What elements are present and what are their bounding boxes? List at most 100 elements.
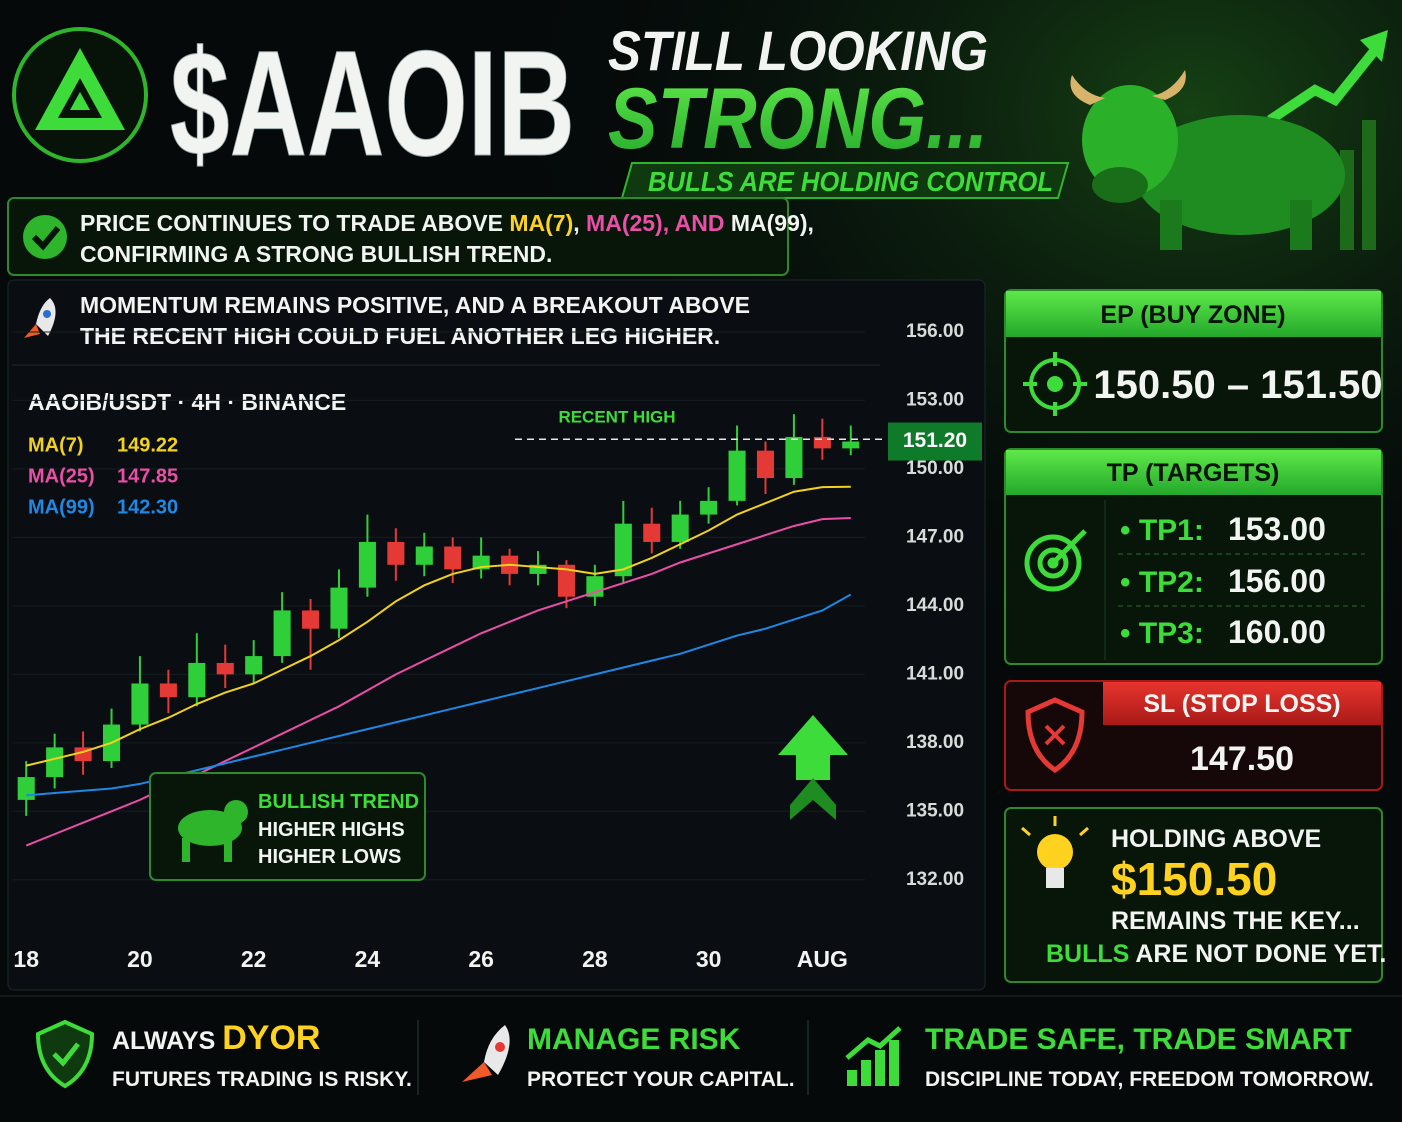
price-tag-label: 151.20 — [903, 429, 967, 452]
candle-body — [785, 436, 803, 479]
candle-body — [245, 656, 263, 675]
candle-body — [330, 587, 348, 629]
chart-panel — [7, 279, 986, 991]
y-tick-label: 132.00 — [906, 869, 964, 890]
footer-title: MANAGE RISK — [527, 1023, 741, 1056]
momentum-line: THE RECENT HIGH COULD FUEL ANOTHER LEG H… — [80, 323, 720, 349]
x-tick-label: 20 — [127, 946, 153, 972]
candle-body — [159, 683, 177, 698]
footer-text: PROTECT YOUR CAPITAL. — [527, 1068, 795, 1091]
trend-note-line: PRICE CONTINUES TO TRADE ABOVE MA(7), MA… — [80, 210, 814, 236]
legend-value: 142.30 — [117, 496, 178, 518]
candle-body — [557, 564, 575, 597]
text: MA(7) — [509, 210, 573, 236]
shield-icon — [1025, 697, 1085, 774]
text: ALWAYS — [112, 1027, 222, 1055]
legend-name: MA(7) — [28, 434, 84, 456]
up-arrows — [778, 715, 848, 820]
target-label: • TP1: — [1120, 514, 1204, 547]
footer-title: ALWAYS DYOR — [112, 1019, 320, 1057]
key-level: $150.50 — [1111, 853, 1277, 905]
legend-value: 147.85 — [117, 465, 178, 487]
y-tick-label: 156.00 — [906, 321, 964, 342]
annotation-box — [149, 772, 426, 881]
text: PRICE CONTINUES TO TRADE ABOVE — [80, 210, 509, 236]
candle-body — [188, 662, 206, 698]
headline-2: STRONG... — [608, 71, 988, 167]
footer-text: DISCIPLINE TODAY, FREEDOM TOMORROW. — [925, 1068, 1374, 1091]
target-label: • TP3: — [1120, 617, 1204, 650]
entry-value: 150.50 – 151.50 — [1093, 363, 1382, 407]
price-tag — [888, 422, 982, 461]
candle-body — [756, 450, 775, 479]
target-value: 160.00 — [1228, 614, 1326, 650]
banner — [620, 162, 1070, 199]
annotation-line: HIGHER LOWS — [258, 846, 401, 868]
targets-panel — [1004, 448, 1383, 665]
candle-body — [358, 541, 376, 588]
text: MA(25) — [586, 210, 663, 236]
x-tick-label: 30 — [696, 946, 722, 972]
bull-illustration — [1070, 30, 1388, 250]
targets-header — [1006, 450, 1381, 495]
candle-body — [387, 541, 405, 565]
chart: 132.00 135.00 138.00 141.00 144.00 147.00 150.… — [12, 321, 982, 972]
key-line: BULLS ARE NOT DONE YET. — [1046, 940, 1386, 968]
stop-value: 147.50 — [1190, 740, 1294, 778]
target-value: 153.00 — [1228, 511, 1326, 547]
target-label: • TP2: — [1120, 566, 1204, 599]
candle-body — [813, 436, 831, 449]
y-tick-label: 144.00 — [906, 595, 964, 616]
candle-body — [302, 610, 320, 629]
x-tick-label: 26 — [468, 946, 494, 972]
recent-high-label: RECENT HIGH — [558, 408, 675, 427]
y-tick-label: 147.00 — [906, 526, 964, 547]
candle-body — [700, 500, 718, 515]
banner-text: BULLS ARE HOLDING CONTROL — [648, 166, 1053, 197]
legend-value: 149.22 — [117, 434, 178, 456]
text: BULLS — [1046, 940, 1129, 968]
growth-icon — [845, 1026, 902, 1086]
annotation-title: BULLISH TREND — [258, 791, 419, 813]
y-tick-label: 138.00 — [906, 732, 964, 753]
candle-body — [131, 683, 149, 725]
shield-check-icon — [35, 1019, 95, 1089]
text: , — [808, 210, 814, 236]
bullseye-icon — [1024, 529, 1087, 592]
candle-body — [529, 564, 547, 574]
footer-text: FUTURES TRADING IS RISKY. — [112, 1068, 412, 1091]
key-line: REMAINS THE KEY... — [1111, 907, 1360, 935]
candle-body — [643, 523, 661, 542]
footer-title: TRADE SAFE, TRADE SMART — [925, 1023, 1352, 1056]
x-tick-label: 28 — [582, 946, 608, 972]
chart-title: AAOIB/USDT · 4H · BINANCE — [28, 389, 346, 415]
candle-body — [444, 546, 462, 570]
key-line: HOLDING ABOVE — [1111, 825, 1321, 853]
candle-body — [273, 610, 291, 657]
candle-body — [46, 747, 64, 778]
check-icon — [23, 215, 67, 259]
stop-title: SL (STOP LOSS) — [1143, 690, 1340, 718]
text: MA(99) — [731, 210, 808, 236]
rocket-icon — [462, 1025, 510, 1082]
candle-body — [842, 441, 860, 449]
target-value: 156.00 — [1228, 563, 1326, 599]
text: DYOR — [222, 1019, 320, 1057]
stop-header — [1103, 682, 1381, 725]
y-tick-label: 153.00 — [906, 389, 964, 410]
headline-1: STILL LOOKING — [608, 19, 988, 82]
y-tick-label: 150.00 — [906, 458, 964, 479]
targets-title: TP (TARGETS) — [1107, 459, 1280, 487]
candle-body — [415, 546, 433, 565]
bull-icon — [178, 800, 248, 862]
text: , AND — [663, 210, 731, 236]
text: ARE NOT DONE YET. — [1129, 940, 1386, 968]
legend-name: MA(99) — [28, 496, 95, 518]
candle-body — [671, 514, 689, 542]
x-tick-label: 24 — [355, 946, 381, 972]
rocket-icon — [24, 298, 56, 338]
legend-name: MA(25) — [28, 465, 95, 487]
target-icon — [1023, 352, 1087, 416]
y-tick-label: 141.00 — [906, 663, 964, 684]
